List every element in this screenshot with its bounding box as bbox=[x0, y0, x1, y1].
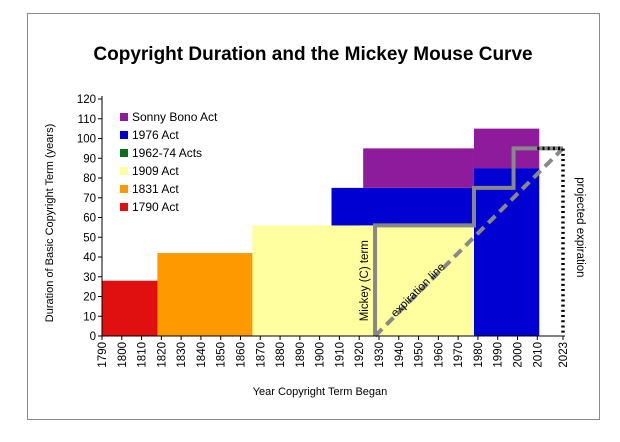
x-tick-label-1860: 1860 bbox=[235, 342, 247, 368]
y-tick-label-120: 120 bbox=[77, 94, 96, 106]
y-tick-label-80: 80 bbox=[83, 173, 96, 185]
x-axis-label: Year Copyright Term Began bbox=[253, 386, 388, 398]
y-tick-label-10: 10 bbox=[83, 311, 96, 323]
y-tick-label-100: 100 bbox=[77, 134, 96, 146]
chart-legend: Sonny Bono Act 1976 Act 1962-74 Acts 1909 A… bbox=[120, 110, 218, 214]
y-tick-label-0: 0 bbox=[90, 331, 96, 343]
x-tick-label-1880: 1880 bbox=[275, 342, 287, 368]
legend-label-1962-74-acts: 1962-74 Acts bbox=[132, 146, 202, 160]
legend-label-1909-act: 1909 Act bbox=[132, 164, 179, 178]
y-tick-label-40: 40 bbox=[83, 252, 96, 264]
chart-axes: 0 10 20 30 40 50 60 70 80 90 100 110 120 1790 1800 1810… bbox=[77, 94, 570, 368]
x-tick-label-1890: 1890 bbox=[295, 342, 307, 368]
y-tick-label-110: 110 bbox=[78, 114, 96, 126]
x-tick-label-1850: 1850 bbox=[216, 342, 228, 368]
legend-swatch-1962-74-acts bbox=[120, 149, 128, 157]
projected-expiration-annotation: projected expiration bbox=[574, 177, 586, 277]
legend-label-1976-act: 1976 Act bbox=[132, 128, 179, 142]
x-tick-label-1820: 1820 bbox=[156, 342, 168, 368]
x-tick-label-2023: 2023 bbox=[558, 342, 570, 368]
y-tick-label-90: 90 bbox=[83, 153, 96, 165]
x-tick-label-1810: 1810 bbox=[137, 342, 149, 368]
legend-label-sonny-bono-act: Sonny Bono Act bbox=[132, 110, 218, 124]
x-tick-label-1920: 1920 bbox=[354, 342, 366, 368]
x-tick-label-1970: 1970 bbox=[453, 342, 465, 368]
legend-label-1831-act: 1831 Act bbox=[132, 182, 179, 196]
x-tick-label-1870: 1870 bbox=[255, 342, 267, 368]
chart-lines bbox=[373, 146, 565, 338]
region-1909-act-0 bbox=[252, 225, 474, 336]
y-tick-label-60: 60 bbox=[83, 213, 96, 225]
region-sonny-bono-act-0 bbox=[363, 148, 474, 188]
x-tick-label-1800: 1800 bbox=[117, 342, 129, 368]
mickey-term-line bbox=[373, 146, 563, 336]
legend-swatch-sonny-bono-act bbox=[120, 113, 128, 121]
projected-expiration-line bbox=[537, 146, 565, 336]
region-1976-act-0 bbox=[331, 187, 474, 226]
x-tick-label-1980: 1980 bbox=[473, 342, 485, 368]
y-tick-label-70: 70 bbox=[83, 193, 96, 205]
x-tick-label-1960: 1960 bbox=[433, 342, 445, 368]
x-tick-label-1990: 1990 bbox=[493, 342, 505, 368]
legend-label-1790-act: 1790 Act bbox=[132, 200, 179, 214]
y-axis-label: Duration of Basic Copyright Term (years) bbox=[44, 124, 56, 322]
x-tick-label-1830: 1830 bbox=[176, 342, 188, 368]
x-tick-label-1900: 1900 bbox=[315, 342, 327, 368]
x-tick-label-1930: 1930 bbox=[374, 342, 386, 368]
mickey-term-annotation: Mickey (C) term bbox=[359, 240, 371, 321]
region-1976-act-1 bbox=[473, 168, 540, 336]
legend-swatch-1909-act bbox=[120, 167, 128, 175]
x-tick-label-1940: 1940 bbox=[394, 342, 406, 368]
legend-swatch-1831-act bbox=[120, 185, 128, 193]
chart-title: Copyright Duration and the Mickey Mouse … bbox=[93, 44, 532, 65]
legend-swatch-1976-act bbox=[120, 131, 128, 139]
y-tick-label-30: 30 bbox=[83, 272, 96, 284]
x-tick-label-1840: 1840 bbox=[196, 342, 208, 368]
x-tick-label-1910: 1910 bbox=[334, 342, 346, 368]
chart-frame: Copyright Duration and the Mickey Mouse … bbox=[27, 13, 600, 420]
chart-regions bbox=[102, 128, 540, 336]
x-tick-label-2010: 2010 bbox=[532, 342, 544, 368]
legend-swatch-1790-act bbox=[120, 203, 128, 211]
expiration-line bbox=[373, 146, 565, 338]
x-tick-label-1950: 1950 bbox=[414, 342, 426, 368]
y-tick-label-50: 50 bbox=[83, 232, 96, 244]
x-tick-label-2000: 2000 bbox=[512, 342, 524, 368]
x-tick-label-1790: 1790 bbox=[97, 342, 109, 368]
y-tick-label-20: 20 bbox=[83, 292, 96, 304]
mickey-mouse-curve-chart: Copyright Duration and the Mickey Mouse … bbox=[44, 44, 586, 398]
